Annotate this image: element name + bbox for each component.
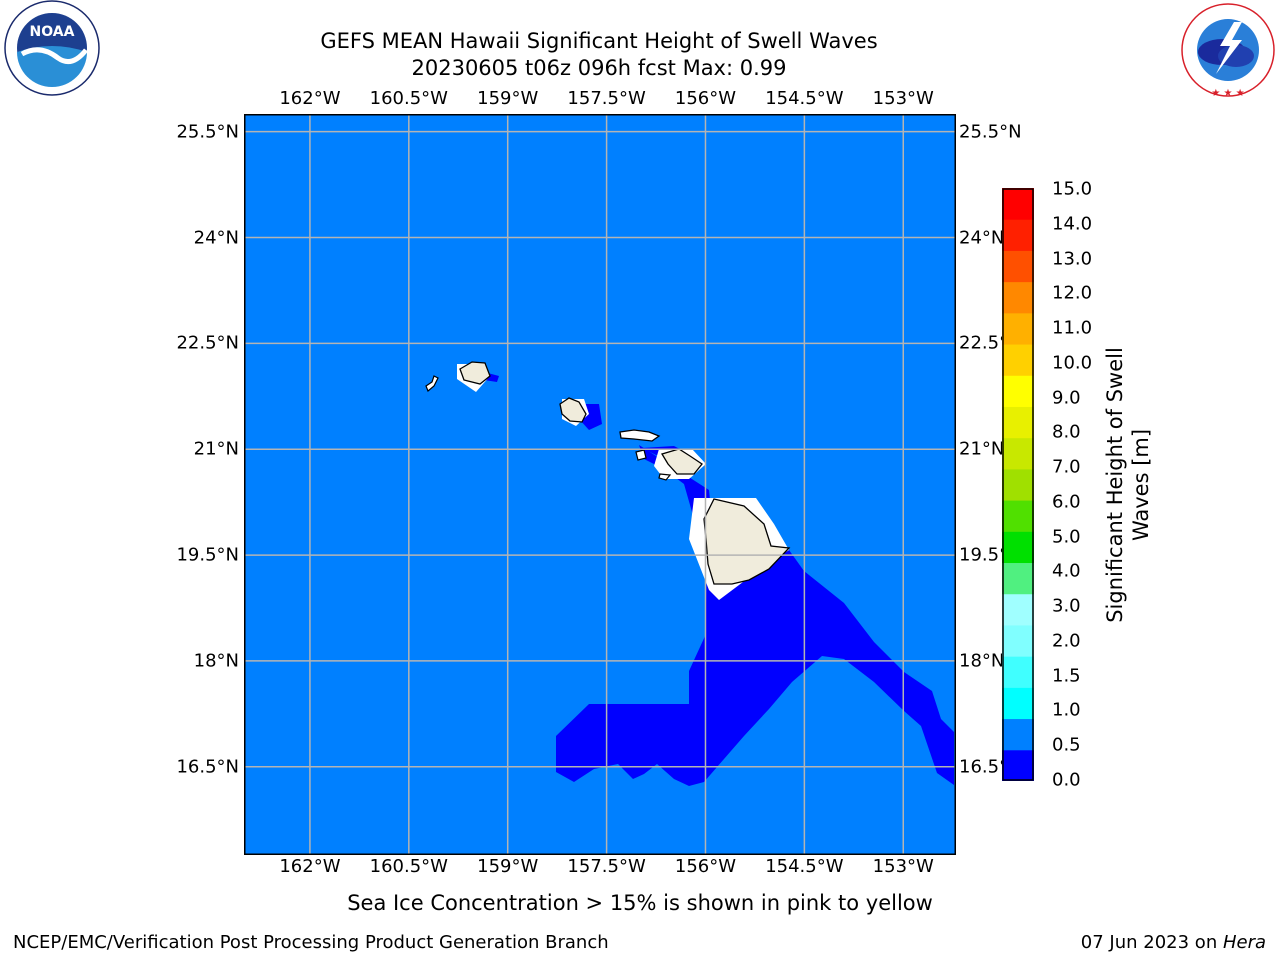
footer-branch: NCEP/EMC/Verification Post Processing Pr… xyxy=(13,932,609,953)
colorbar-tick-label: 8.0 xyxy=(1052,421,1081,443)
footer-host: Hera xyxy=(1222,932,1266,953)
lat-tick-label: 25.5°N xyxy=(176,121,239,143)
lon-tick-label: 162°W xyxy=(279,88,341,109)
colorbar-label: Significant Height of Swell Waves [m] xyxy=(1102,347,1154,623)
lon-tick-label: 154.5°W xyxy=(765,88,844,109)
lon-tick-label: 154.5°W xyxy=(765,856,844,877)
colorbar xyxy=(1002,188,1034,781)
colorbar-segment xyxy=(1002,375,1034,407)
lon-tick-label: 157.5°W xyxy=(567,856,646,877)
colorbar-segment xyxy=(1002,531,1034,564)
colorbar-label-line1: Significant Height of Swell xyxy=(1103,347,1127,623)
colorbar-segment xyxy=(1002,406,1034,439)
lat-tick-label: 19.5°N xyxy=(176,544,239,566)
colorbar-tick-label: 6.0 xyxy=(1052,491,1081,513)
colorbar-tick-label: 12.0 xyxy=(1052,282,1093,304)
colorbar-segment xyxy=(1002,250,1034,283)
lon-tick-label: 160.5°W xyxy=(369,856,448,877)
colorbar-tick-label: 1.5 xyxy=(1052,665,1081,687)
colorbar-segment xyxy=(1002,593,1034,626)
island-molokai xyxy=(619,429,661,442)
lat-tick-label: 18°N xyxy=(193,650,239,672)
nws-logo-icon: ★ ★ ★ xyxy=(1180,2,1276,99)
colorbar-tick-label: 13.0 xyxy=(1052,248,1093,270)
colorbar-tick-label: 10.0 xyxy=(1052,352,1093,374)
noaa-logo-icon: NOAA xyxy=(4,0,100,96)
map-frame xyxy=(244,114,956,855)
chart-subtitle: 20230605 t06z 096h fcst Max: 0.99 xyxy=(411,56,787,80)
island-niihau xyxy=(425,375,439,392)
colorbar-tick-label: 2.0 xyxy=(1052,630,1081,652)
colorbar-segment xyxy=(1002,687,1034,720)
island-oahu xyxy=(559,397,587,423)
colorbar-segment xyxy=(1002,562,1034,595)
colorbar-segment xyxy=(1002,437,1034,470)
colorbar-label-line2: Waves [m] xyxy=(1129,428,1153,542)
graticule xyxy=(244,114,956,855)
colorbar-segment xyxy=(1002,749,1034,781)
footer-date: 07 Jun 2023 on Hera xyxy=(1081,932,1266,953)
colorbar-tick-label: 15.0 xyxy=(1052,178,1093,200)
lon-tick-label: 159°W xyxy=(477,856,539,877)
colorbar-segment xyxy=(1002,281,1034,314)
lat-tick-label: 22.5°N xyxy=(176,332,239,354)
lat-tick-label: 24°N xyxy=(959,227,1005,248)
colorbar-tick-label: 0.5 xyxy=(1052,734,1081,756)
island-kahoolawe xyxy=(658,473,672,481)
sea-ice-note: Sea Ice Concentration > 15% is shown in … xyxy=(347,891,933,915)
colorbar-tick-label: 14.0 xyxy=(1052,213,1093,235)
island-maui xyxy=(661,448,703,475)
colorbar-tick-label: 11.0 xyxy=(1052,317,1093,339)
noaa-logo-text: NOAA xyxy=(30,24,75,40)
colorbar-tick-label: 5.0 xyxy=(1052,526,1081,548)
lon-tick-label: 162°W xyxy=(279,856,341,877)
lat-tick-label: 18°N xyxy=(959,650,1005,672)
colorbar-segment xyxy=(1002,624,1034,657)
colorbar-segment xyxy=(1002,188,1034,220)
lat-tick-label: 16.5°N xyxy=(176,756,239,778)
chart-title: GEFS MEAN Hawaii Significant Height of S… xyxy=(320,29,878,53)
colorbar-tick-label: 1.0 xyxy=(1052,699,1081,721)
colorbar-segment xyxy=(1002,500,1034,532)
low-swell-region xyxy=(556,445,954,786)
island-lanai xyxy=(635,449,647,461)
colorbar-segment xyxy=(1002,468,1034,501)
lon-tick-label: 156°W xyxy=(674,856,737,877)
footer-date-text: 07 Jun 2023 on xyxy=(1080,932,1223,953)
colorbar-segment xyxy=(1002,312,1034,345)
colorbar-segment xyxy=(1002,718,1034,751)
lat-tick-label: 21°N xyxy=(193,438,239,460)
colorbar-segment xyxy=(1002,219,1034,251)
lat-tick-label: 21°N xyxy=(959,438,1005,460)
colorbar-segment xyxy=(1002,656,1034,688)
lon-tick-label: 157.5°W xyxy=(567,88,646,109)
lon-tick-label: 159°W xyxy=(477,88,539,109)
map-plot xyxy=(244,114,956,855)
lon-tick-label: 156°W xyxy=(674,88,737,109)
colorbar-segment xyxy=(1002,344,1034,376)
colorbar-tick-label: 7.0 xyxy=(1052,456,1081,478)
lon-tick-label: 153°W xyxy=(872,856,934,877)
colorbar-tick-label: 3.0 xyxy=(1052,595,1081,617)
colorbar-tick-label: 0.0 xyxy=(1052,769,1081,791)
svg-text:★ ★ ★: ★ ★ ★ xyxy=(1211,88,1244,99)
colorbar-tick-label: 9.0 xyxy=(1052,387,1081,409)
island-kauai xyxy=(459,361,491,385)
lat-tick-label: 25.5°N xyxy=(959,121,1022,143)
lat-tick-label: 24°N xyxy=(193,227,239,248)
lon-tick-label: 153°W xyxy=(872,88,934,109)
lon-tick-label: 160.5°W xyxy=(369,88,448,109)
colorbar-tick-label: 4.0 xyxy=(1052,560,1081,582)
